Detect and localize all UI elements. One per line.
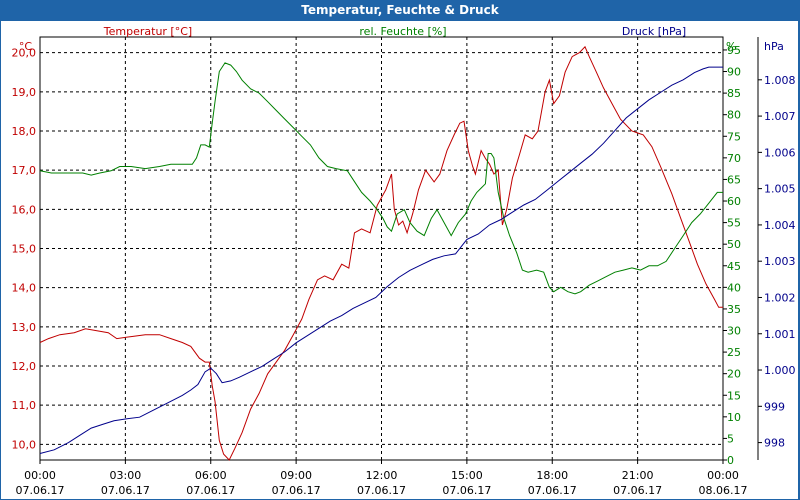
- x-tick-label-date: 07.06.17: [442, 484, 491, 497]
- y-tick-label-humidity: 10: [727, 411, 741, 424]
- y-tick-label-humidity: 45: [727, 260, 741, 273]
- series-line-temperature: [39, 45, 723, 461]
- x-tick-label-time: 21:00: [622, 469, 654, 482]
- x-tick-label-date: 07.06.17: [613, 484, 662, 497]
- series-line-humidity: [39, 62, 723, 295]
- chart-title: Temperatur, Feuchte & Druck: [0, 0, 800, 21]
- y-tick-label-pressure: 1.002: [764, 291, 796, 304]
- y-tick-label-humidity: 60: [727, 195, 741, 208]
- y-tick-label-humidity: 30: [727, 325, 741, 338]
- y-tick-label-temperature: 12,0: [12, 360, 37, 373]
- y-tick-label-pressure: 998: [764, 437, 785, 450]
- x-tick-label-date: 07.06.17: [272, 484, 321, 497]
- y-tick-label-temperature: 13,0: [12, 321, 37, 334]
- x-tick-label-time: 12:00: [366, 469, 398, 482]
- y-tick-label-humidity: 40: [727, 281, 741, 294]
- y-tick-label-temperature: 10,0: [12, 438, 37, 451]
- y-tick-label-temperature: 14,0: [12, 282, 37, 295]
- y-tick-label-temperature: 20,0: [12, 47, 37, 60]
- humidity-unit-label: %: [726, 40, 736, 53]
- y-tick-label-pressure: 1.005: [764, 183, 796, 196]
- y-tick-label-pressure: 1.003: [764, 255, 796, 268]
- y-tick-label-humidity: 5: [727, 432, 734, 445]
- y-tick-label-humidity: 80: [727, 109, 741, 122]
- x-tick-label-time: 03:00: [110, 469, 142, 482]
- y-tick-label-temperature: 17,0: [12, 164, 37, 177]
- y-tick-label-humidity: 35: [727, 303, 741, 316]
- temperature-unit-label: °C: [19, 40, 33, 53]
- y-tick-label-humidity: 75: [727, 130, 741, 143]
- y-tick-label-pressure: 999: [764, 400, 785, 413]
- y-tick-label-pressure: 1.001: [764, 328, 796, 341]
- y-tick-label-humidity: 70: [727, 152, 741, 165]
- legend-pressure: Druck [hPa]: [622, 25, 686, 38]
- series-line-pressure: [39, 66, 723, 454]
- x-tick-label-date: 07.06.17: [186, 484, 235, 497]
- x-tick-label-time: 15:00: [451, 469, 483, 482]
- y-tick-label-pressure: 1.008: [764, 74, 796, 87]
- chart-panel: [1, 21, 798, 499]
- y-tick-label-pressure: 1.007: [764, 110, 796, 123]
- y-tick-label-humidity: 85: [727, 87, 741, 100]
- x-tick-label-date: 07.06.17: [16, 484, 65, 497]
- y-tick-label-humidity: 95: [727, 44, 741, 57]
- x-tick-label-time: 09:00: [280, 469, 312, 482]
- y-tick-label-temperature: 18,0: [12, 125, 37, 138]
- pressure-unit-label: hPa: [764, 40, 784, 53]
- x-tick-label-time: 18:00: [536, 469, 568, 482]
- x-tick-label-time: 00:00: [24, 469, 56, 482]
- y-tick-label-humidity: 20: [727, 368, 741, 381]
- y-tick-label-pressure: 1.000: [764, 364, 796, 377]
- x-tick-label-date: 08.06.17: [699, 484, 748, 497]
- x-tick-label-date: 07.06.17: [528, 484, 577, 497]
- x-tick-label-date: 07.06.17: [101, 484, 150, 497]
- legend-humidity: rel. Feuchte [%]: [359, 25, 446, 38]
- y-tick-label-humidity: 0: [727, 454, 734, 467]
- y-tick-label-humidity: 15: [727, 389, 741, 402]
- legend-temperature: Temperatur [°C]: [103, 25, 192, 38]
- y-tick-label-temperature: 15,0: [12, 243, 37, 256]
- y-tick-label-temperature: 16,0: [12, 203, 37, 216]
- y-tick-label-temperature: 19,0: [12, 86, 37, 99]
- y-tick-label-pressure: 1.006: [764, 146, 796, 159]
- y-tick-label-humidity: 25: [727, 346, 741, 359]
- x-tick-label-time: 00:00: [707, 469, 739, 482]
- y-tick-label-temperature: 11,0: [12, 399, 37, 412]
- x-tick-label-time: 06:00: [195, 469, 227, 482]
- y-tick-label-humidity: 55: [727, 217, 741, 230]
- y-tick-label-pressure: 1.004: [764, 219, 796, 232]
- y-tick-label-humidity: 50: [727, 238, 741, 251]
- y-tick-label-humidity: 90: [727, 66, 741, 79]
- x-tick-label-date: 07.06.17: [357, 484, 406, 497]
- y-tick-label-humidity: 65: [727, 173, 741, 186]
